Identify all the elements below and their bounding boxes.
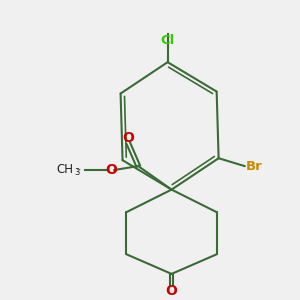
Text: Br: Br xyxy=(246,160,263,172)
Text: Cl: Cl xyxy=(160,34,175,47)
Text: O: O xyxy=(105,163,117,177)
Text: methyl: methyl xyxy=(76,169,81,170)
Text: O: O xyxy=(166,284,178,298)
Text: CH: CH xyxy=(56,164,74,176)
Text: O: O xyxy=(122,131,134,145)
Text: 3: 3 xyxy=(74,168,79,177)
